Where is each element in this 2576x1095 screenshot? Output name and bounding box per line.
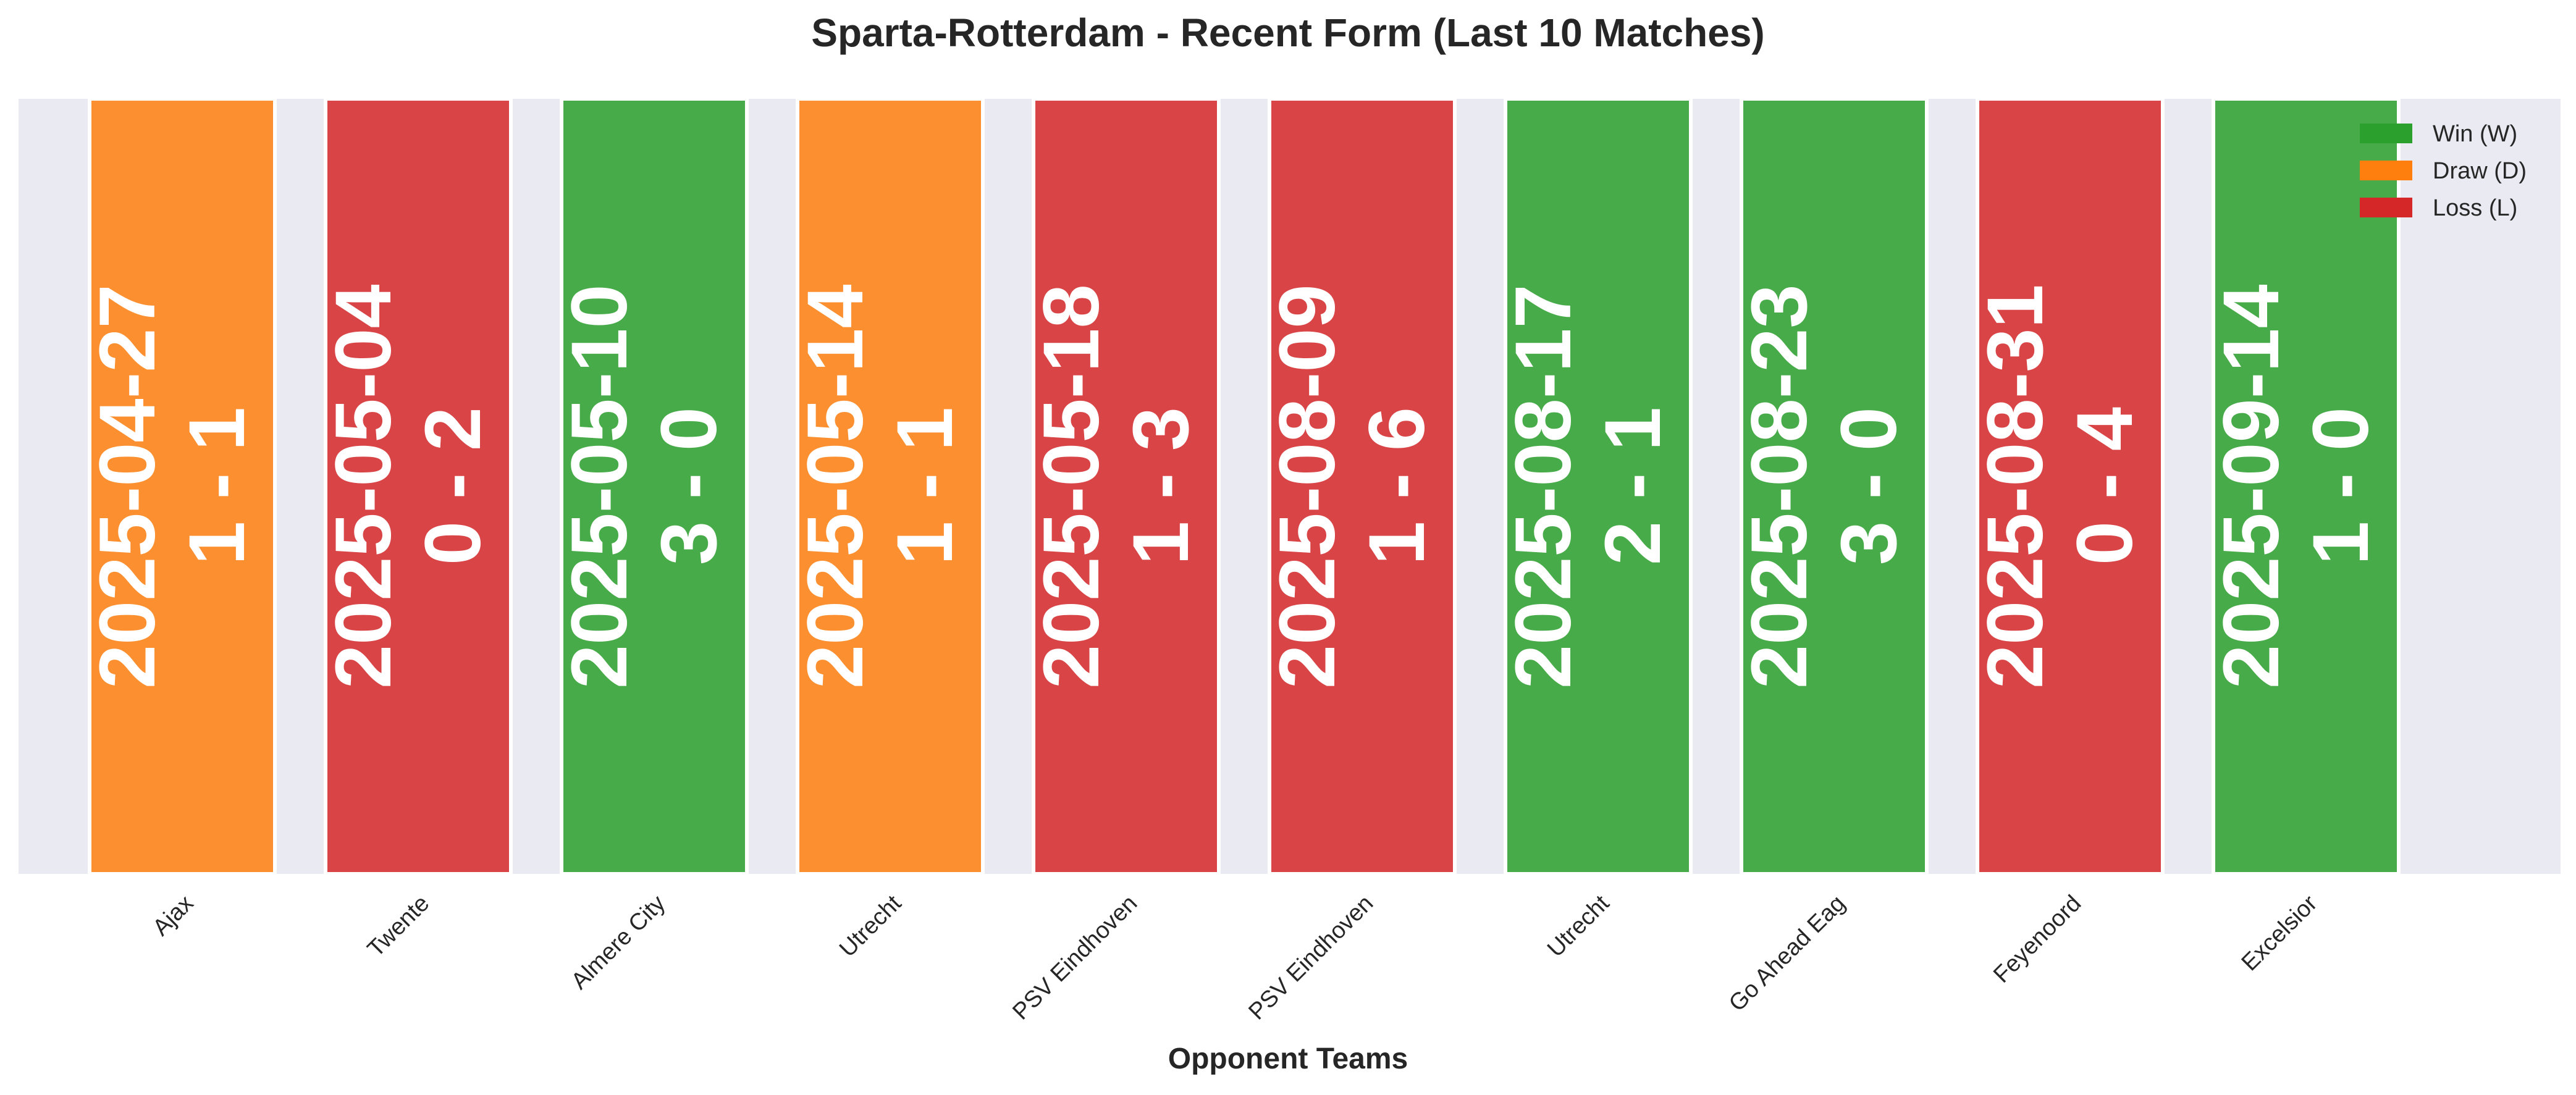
x-tick-label-5: PSV Eindhoven	[1008, 891, 1142, 1025]
bar-8	[1740, 97, 1929, 876]
chart-title: Sparta-Rotterdam - Recent Form (Last 10 …	[811, 10, 1764, 55]
bar-label-6: 2025-08-091 - 6	[1263, 284, 1441, 689]
bar-label-2: 2025-05-040 - 2	[319, 284, 497, 689]
bar-label-10: 2025-09-141 - 0	[2207, 284, 2385, 689]
match-score-label: 0 - 2	[409, 407, 497, 565]
match-score-label: 1 - 1	[881, 407, 969, 565]
legend-label-w: Win (W)	[2433, 121, 2517, 147]
bars-layer	[88, 97, 2401, 876]
bar-5	[1032, 97, 1221, 876]
match-date-label: 2025-08-09	[1263, 284, 1352, 689]
match-score-label: 1 - 0	[2297, 407, 2385, 565]
bar-2	[324, 97, 513, 876]
x-tick-label-3: Almere City	[566, 891, 671, 995]
x-tick-label-6: PSV Eindhoven	[1244, 891, 1378, 1025]
match-score-label: 1 - 1	[173, 407, 261, 565]
match-score-label: 1 - 3	[1117, 407, 1205, 565]
x-tick-label-1: Ajax	[148, 891, 198, 941]
match-date-label: 2025-05-04	[319, 284, 408, 689]
x-tick-label-9: Feyenoord	[1989, 891, 2086, 988]
match-date-label: 2025-05-18	[1027, 284, 1116, 689]
bar-label-3: 2025-05-103 - 0	[555, 284, 733, 689]
bar-label-9: 2025-08-310 - 4	[1971, 284, 2149, 689]
match-date-label: 2025-04-27	[83, 284, 172, 689]
legend-swatch-d	[2360, 161, 2412, 180]
match-score-label: 3 - 0	[645, 407, 733, 565]
bar-10	[2212, 97, 2401, 876]
match-score-label: 1 - 6	[1353, 407, 1441, 565]
match-date-label: 2025-08-17	[1499, 284, 1588, 689]
legend-label-l: Loss (L)	[2433, 195, 2517, 221]
bar-3	[560, 97, 749, 876]
match-score-label: 2 - 1	[1589, 407, 1677, 565]
bar-label-8: 2025-08-233 - 0	[1735, 284, 1913, 689]
x-tick-label-2: Twente	[363, 891, 434, 962]
match-score-label: 3 - 0	[1825, 407, 1913, 565]
bar-label-4: 2025-05-141 - 1	[791, 284, 969, 689]
bar-4	[796, 97, 985, 876]
bar-7	[1504, 97, 1693, 876]
match-score-label: 0 - 4	[2061, 407, 2149, 565]
x-tick-label-7: Utrecht	[1543, 890, 1615, 962]
bar-labels-layer: 2025-04-271 - 1 2025-05-040 - 2 2025-05-10…	[83, 284, 2385, 689]
x-tick-label-8: Go Ahead Eag	[1724, 891, 1851, 1017]
bar-1	[88, 97, 277, 876]
bar-label-1: 2025-04-271 - 1	[83, 284, 261, 689]
x-tick-label-10: Excelsior	[2237, 890, 2323, 976]
legend: Win (W) Draw (D) Loss (L)	[2360, 121, 2527, 221]
bar-label-7: 2025-08-172 - 1	[1499, 284, 1677, 689]
match-date-label: 2025-08-23	[1735, 284, 1824, 689]
bar-6	[1268, 97, 1457, 876]
match-date-label: 2025-08-31	[1971, 284, 2060, 689]
bar-9	[1976, 97, 2165, 876]
x-tick-labels: Ajax Twente Almere City Utrecht PSV Eindhove…	[148, 890, 2322, 1025]
match-date-label: 2025-09-14	[2207, 284, 2296, 689]
match-date-label: 2025-05-14	[791, 284, 880, 689]
legend-swatch-w	[2360, 124, 2412, 143]
x-tick-label-4: Utrecht	[835, 890, 907, 962]
legend-label-d: Draw (D)	[2433, 158, 2527, 184]
x-axis-label: Opponent Teams	[1168, 1043, 1408, 1075]
bar-label-5: 2025-05-181 - 3	[1027, 284, 1205, 689]
legend-swatch-l	[2360, 198, 2412, 217]
match-date-label: 2025-05-10	[555, 284, 644, 689]
